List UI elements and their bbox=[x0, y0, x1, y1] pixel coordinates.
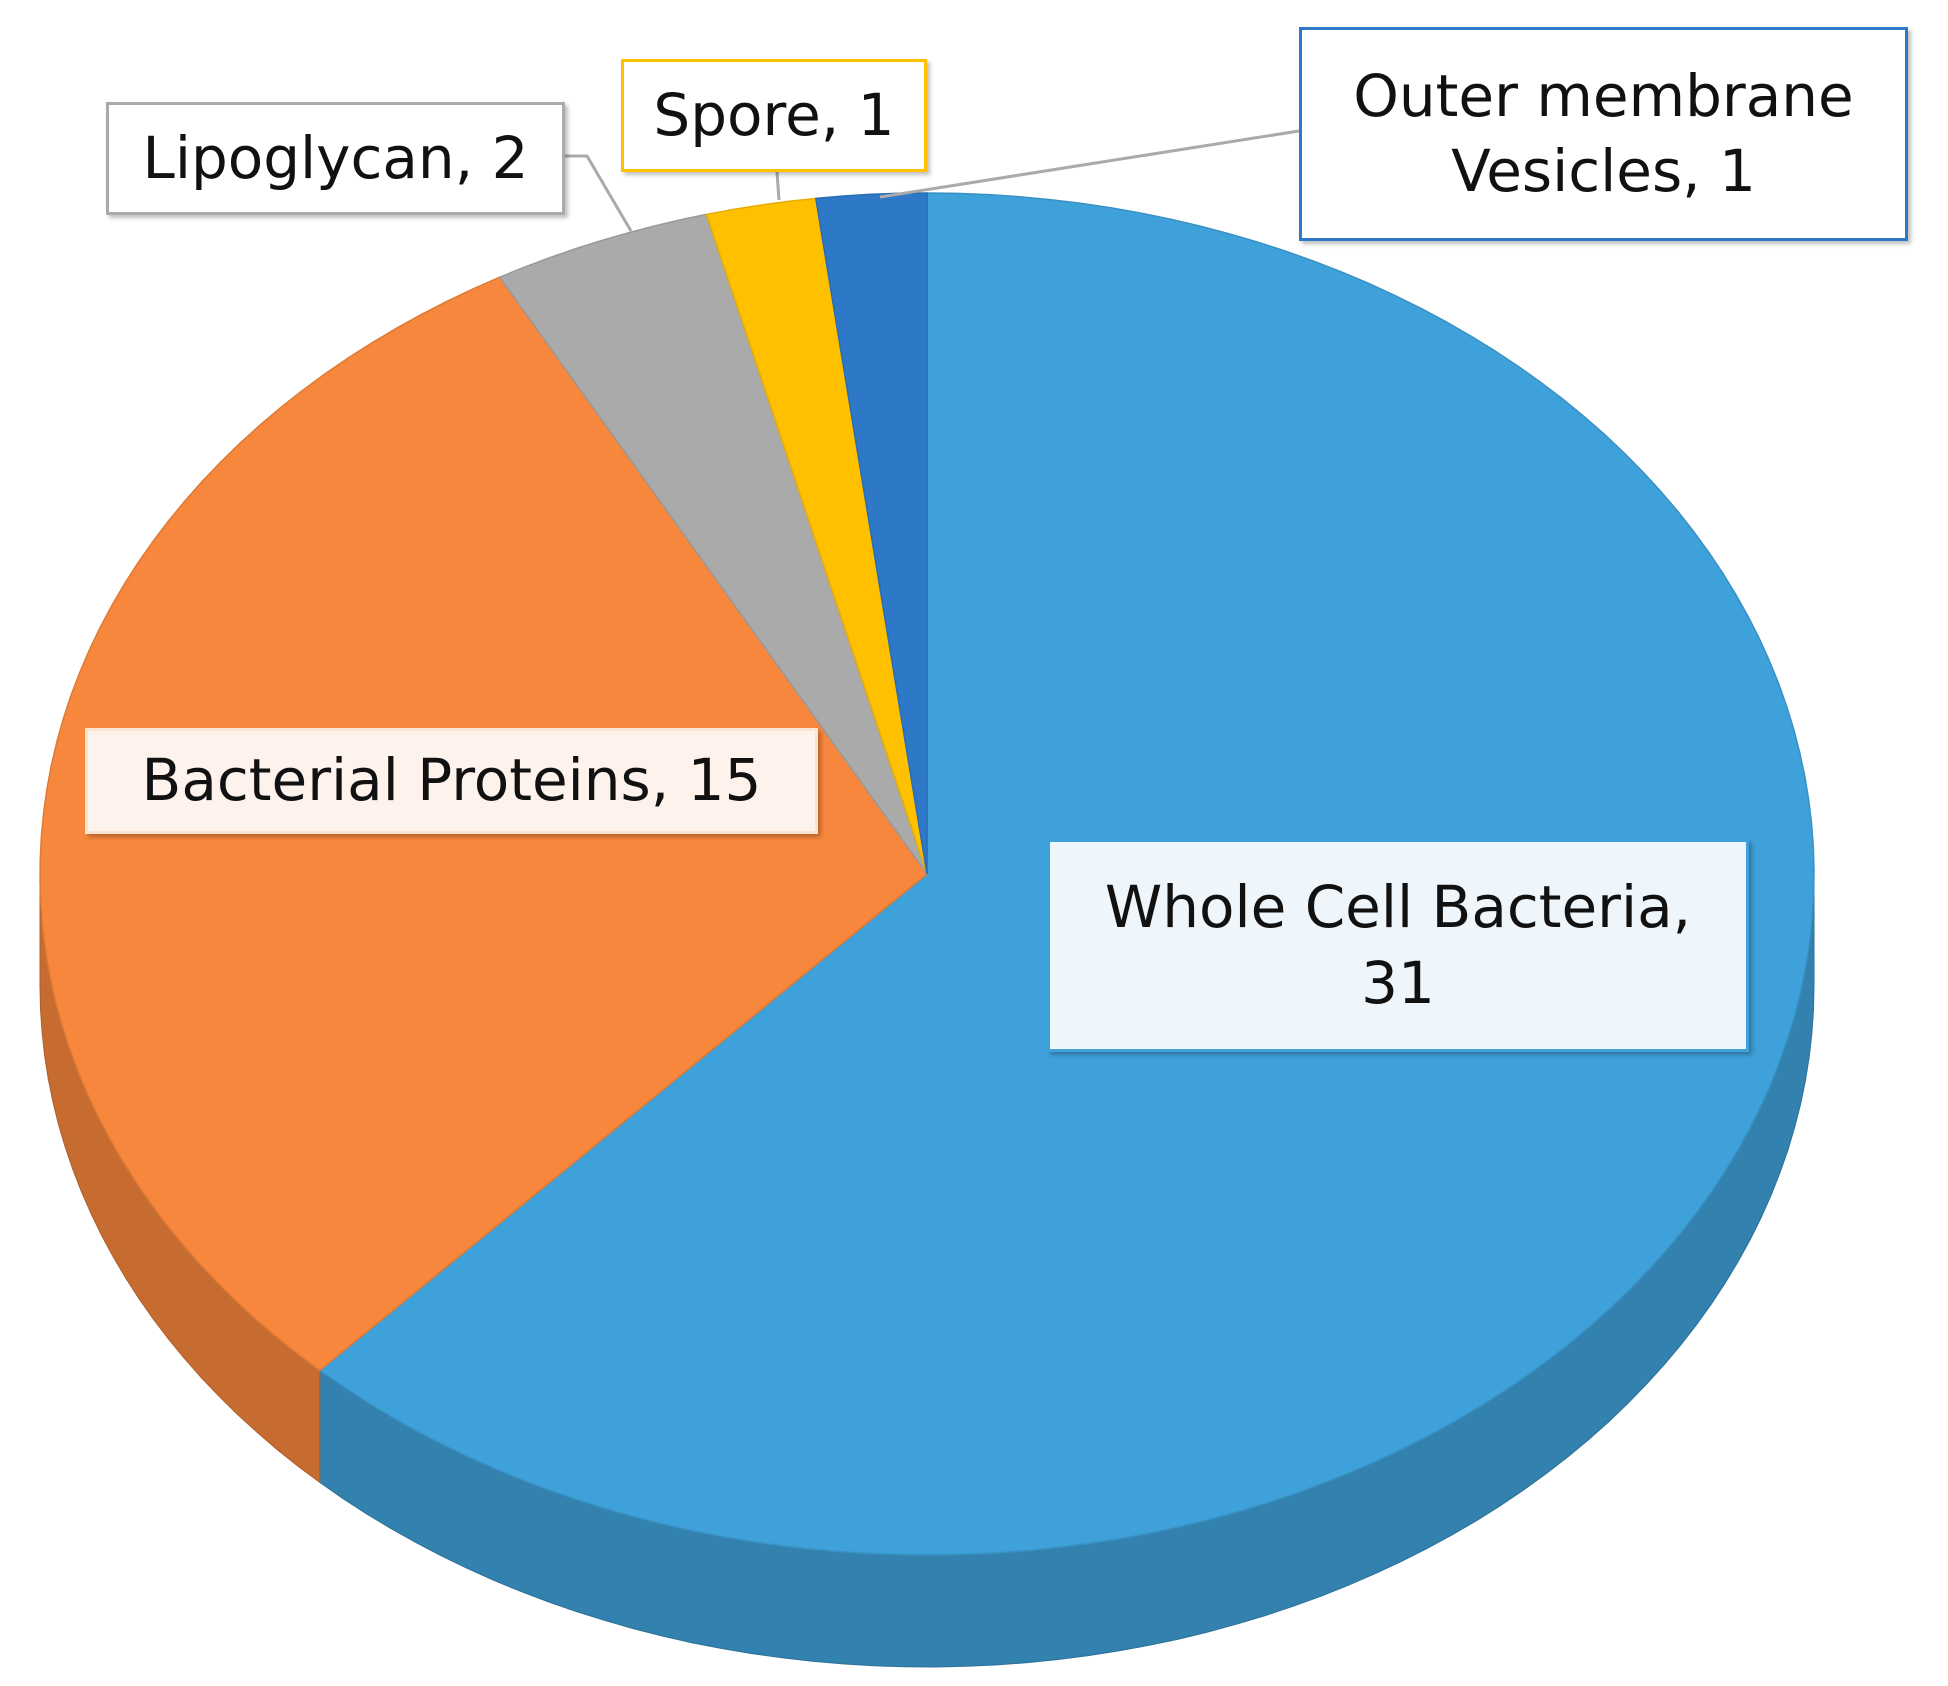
slice: Lipoglycan bbox=[498, 213, 928, 875]
data-label: Outer membrane Vesicles, 1 bbox=[1299, 27, 1908, 241]
leader-line bbox=[879, 129, 1300, 199]
data-label: Spore, 1 bbox=[621, 59, 927, 172]
leader-line bbox=[775, 171, 781, 201]
data-label: Whole Cell Bacteria, 31 bbox=[1047, 839, 1749, 1052]
slice: Outer membrane Vesicles bbox=[814, 192, 928, 875]
data-label: Lipoglycan, 2 bbox=[106, 102, 565, 215]
data-label: Bacterial Proteins, 15 bbox=[85, 728, 818, 834]
leader-line bbox=[565, 154, 633, 232]
